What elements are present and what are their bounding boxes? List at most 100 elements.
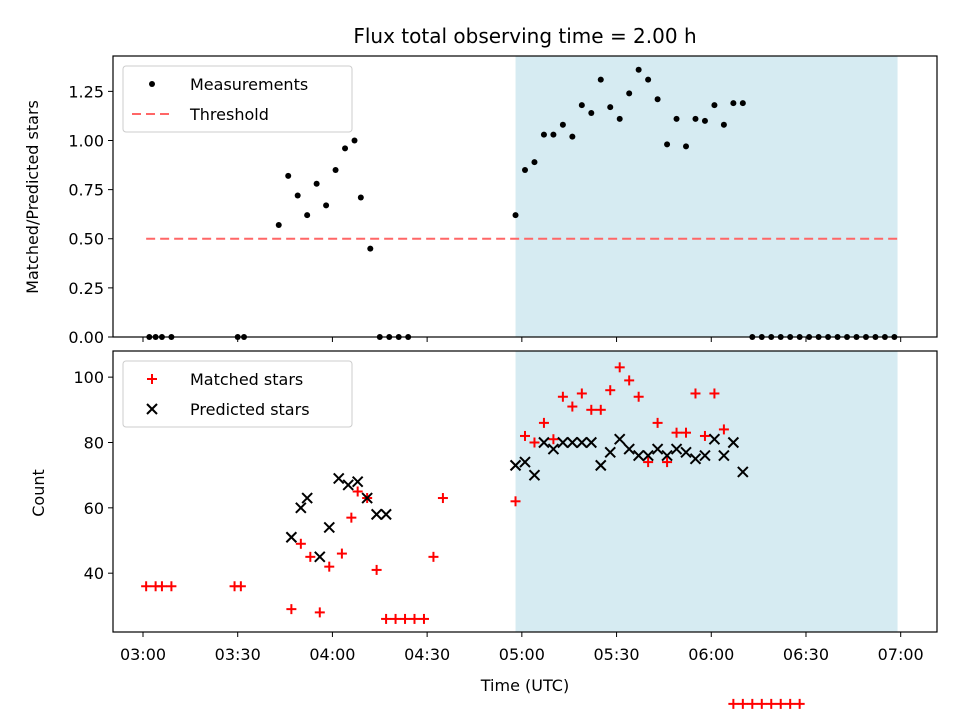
- measurement-point: [569, 133, 576, 140]
- predicted-star-point: [361, 492, 373, 504]
- predicted-star-point: [547, 443, 560, 455]
- y-tick-label: 0.00: [68, 328, 104, 347]
- matched-star-point: [428, 551, 439, 562]
- matched-star-point: [756, 698, 767, 709]
- matched-star-point: [586, 404, 597, 415]
- legend-marker-plus: [147, 374, 157, 384]
- matched-star-point: [295, 538, 306, 549]
- measurement-point: [332, 166, 339, 173]
- measurement-point: [616, 115, 623, 122]
- measurement-point: [739, 100, 746, 107]
- matched-star-point: [510, 496, 521, 507]
- measurement-point: [323, 202, 330, 209]
- measurement-point: [597, 76, 604, 83]
- measurement-point: [313, 180, 320, 187]
- matched-star-point: [775, 698, 786, 709]
- matched-star-point: [605, 385, 616, 396]
- measurement-point: [367, 245, 374, 252]
- x-tick-label: 05:00: [499, 645, 545, 664]
- matched-star-point: [557, 391, 568, 402]
- predicted-star-point: [689, 453, 702, 465]
- measurement-point: [720, 121, 727, 128]
- axes-frame: [112, 350, 938, 633]
- matched-star-point: [371, 564, 382, 575]
- measurement-point: [351, 137, 358, 144]
- measurement-point: [626, 90, 633, 97]
- matched-star-point: [662, 457, 673, 468]
- x-tick-label: 03:00: [120, 645, 166, 664]
- legend-box: [122, 360, 353, 428]
- predicted-star-point: [314, 551, 326, 563]
- shaded-interval: [515, 351, 898, 632]
- matched-star-point: [643, 457, 654, 468]
- predicted-star-point: [342, 479, 354, 491]
- predicted-star-point: [333, 472, 345, 485]
- matched-star-point: [520, 430, 530, 441]
- matched-star-point: [314, 607, 325, 618]
- matched-star-point: [699, 430, 710, 441]
- predicted-star-point: [351, 475, 364, 488]
- predicted-star-point: [680, 446, 692, 458]
- predicted-star-point: [651, 443, 664, 455]
- predicted-star-point: [566, 436, 579, 449]
- matched-star-point: [548, 434, 559, 445]
- x-axis-label: Time (UTC): [480, 676, 569, 695]
- legend-marker-dot: [149, 81, 155, 87]
- legend-label: Predicted stars: [190, 400, 310, 419]
- measurement-point: [683, 143, 690, 150]
- measurement-point: [512, 212, 519, 219]
- series-predicted-stars: [285, 433, 749, 563]
- measurement-point: [304, 212, 311, 219]
- matched-star-point: [409, 613, 420, 624]
- measurement-point: [673, 115, 680, 122]
- legend-label: Measurements: [190, 75, 308, 94]
- y-tick-label: 0.25: [68, 279, 104, 298]
- matched-star-point: [690, 388, 701, 399]
- matched-star-point: [728, 698, 739, 709]
- matched-star-point: [785, 698, 796, 709]
- matched-star-point: [633, 391, 644, 402]
- matched-star-point: [737, 698, 748, 709]
- measurement-point: [701, 117, 708, 124]
- matched-star-point: [576, 388, 587, 399]
- matched-star-point: [166, 581, 177, 592]
- measurement-point: [540, 131, 547, 138]
- predicted-star-point: [509, 459, 522, 472]
- matched-star-point: [390, 613, 401, 624]
- y-tick-label: 1.25: [68, 82, 104, 101]
- x-tick-label: 03:30: [215, 645, 261, 664]
- top-y-axis-label: Matched/Predicted stars: [23, 100, 42, 294]
- matched-star-point: [671, 427, 682, 438]
- predicted-star-point: [604, 446, 616, 458]
- measurement-point: [342, 145, 349, 152]
- legend-marker-x: [146, 403, 158, 415]
- predicted-star-point: [380, 508, 392, 521]
- matched-star-point: [156, 581, 167, 592]
- y-tick-label: 0.50: [68, 230, 104, 249]
- predicted-star-point: [642, 449, 654, 462]
- matched-star-point: [709, 388, 720, 399]
- y-tick-label: 40: [84, 564, 104, 583]
- matched-star-point: [418, 613, 429, 624]
- predicted-star-point: [585, 436, 598, 449]
- measurement-point: [522, 166, 528, 173]
- matched-star-point: [381, 613, 392, 624]
- measurement-point: [550, 131, 557, 138]
- predicted-star-point: [528, 469, 541, 481]
- y-tick-label: 0.75: [68, 181, 104, 200]
- matched-star-point: [794, 698, 805, 709]
- matched-star-point: [400, 613, 411, 624]
- axes-frame: [112, 55, 938, 338]
- predicted-star-point: [614, 433, 626, 445]
- predicted-star-point: [370, 508, 383, 521]
- predicted-star-point: [661, 449, 673, 462]
- matched-star-point: [529, 437, 540, 448]
- y-tick-label: 100: [73, 368, 104, 387]
- bottom-panel: 40 60 80 100 03:00 03:30 04:00 04:30 05:00 05:30 0…: [73, 350, 938, 709]
- matched-star-point: [681, 427, 692, 438]
- legend: Matched stars Predicted stars: [122, 360, 353, 428]
- x-tick-label: 04:30: [404, 645, 450, 664]
- matched-star-point: [437, 493, 448, 504]
- y-tick-label: 60: [84, 499, 104, 518]
- measurement-point: [578, 102, 585, 109]
